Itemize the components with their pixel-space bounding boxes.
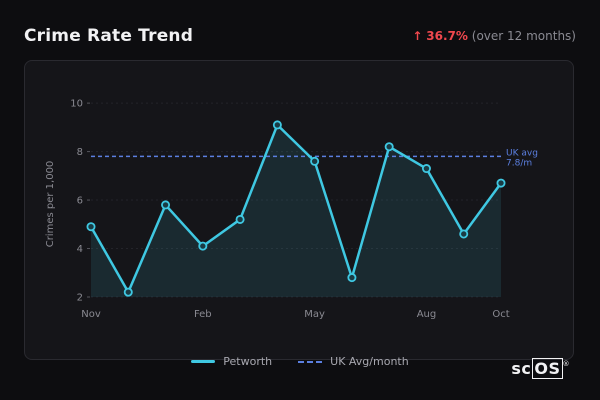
legend-label-average: UK Avg/month [330,355,409,368]
x-tick-label-aug: Aug [417,309,437,320]
chart-card: 2 4 6 8 10 Crimes per 1,000 Nov Feb May Aug Oct UK … [24,60,574,360]
y-tick-label-8: 8 [77,147,83,158]
x-tick-label-feb: Feb [194,309,212,320]
data-point-7 [347,273,357,283]
x-tick-label-may: May [304,309,325,320]
x-tick-label-oct: Oct [492,309,509,320]
data-point-4 [235,214,245,224]
line-chart: 2 4 6 8 10 Crimes per 1,000 Nov Feb May Aug Oct UK … [45,99,538,320]
series-area [91,124,501,297]
y-tick-label-2: 2 [77,293,83,304]
data-point-6 [310,156,320,166]
series-line [89,123,503,294]
chart-title: Crime Rate Trend [24,26,194,46]
y-tick-label-10: 10 [70,99,83,110]
logo-prefix: sc [511,359,532,378]
data-point-0 [86,222,96,232]
legend-label-series: Petworth [223,355,273,368]
legend-item-series[interactable]: Petworth [191,355,272,368]
legend-swatch-average [298,360,323,363]
data-point-5 [272,120,282,130]
y-axis-title: Crimes per 1,000 [45,161,56,248]
brand-logo: sc OS ® [511,358,570,379]
data-point-10 [459,229,469,239]
y-tick-label-4: 4 [77,244,83,255]
average-annotation-value: 7.8/m [506,158,532,168]
trend-up-icon: ↑ [412,29,423,43]
legend: Petworth UK Avg/month [0,355,600,368]
data-point-9 [421,164,431,174]
change-percent: 36.7% [426,29,468,43]
average-annotation-label: UK avg [506,148,538,158]
data-point-2 [161,200,171,210]
data-point-8 [384,142,394,152]
change-indicator: ↑ 36.7% (over 12 months) [412,29,576,43]
x-tick-label-nov: Nov [81,309,101,320]
legend-swatch-series [191,360,216,363]
data-point-11 [496,178,506,188]
legend-item-average[interactable]: UK Avg/month [298,355,409,368]
logo-mark: ® [562,359,570,368]
logo-boxed: OS [532,358,563,379]
data-point-1 [123,287,133,297]
data-point-3 [198,241,208,251]
y-tick-label-6: 6 [77,196,83,207]
change-note: (over 12 months) [471,29,576,43]
